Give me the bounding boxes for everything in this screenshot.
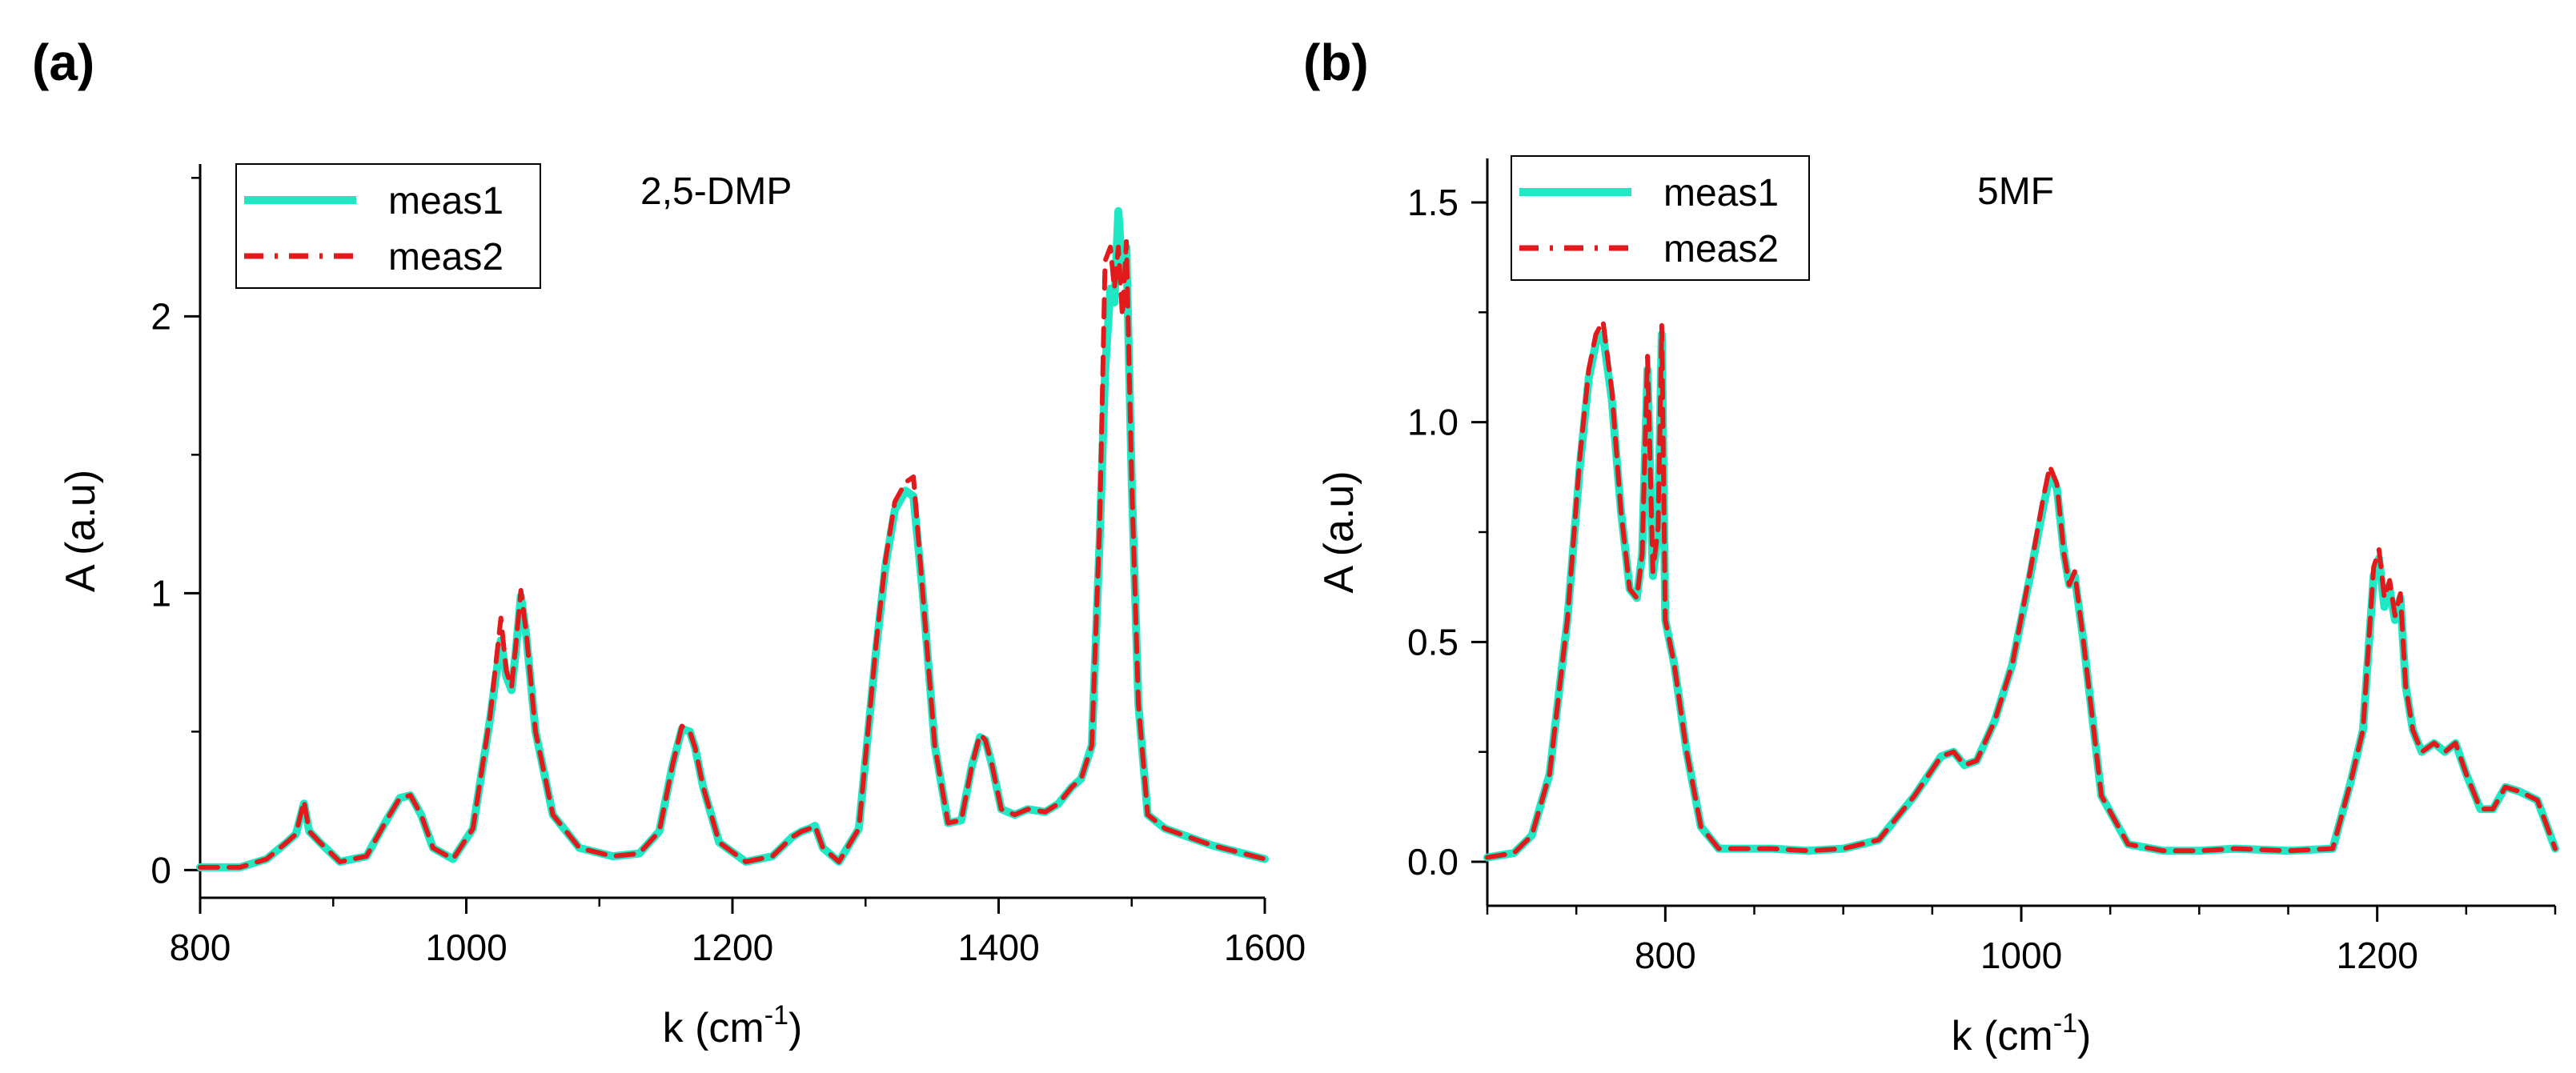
y-tick-label: 1.5: [1407, 182, 1459, 223]
panel-label: (b): [1303, 34, 1369, 91]
x-tick-label: 1000: [1980, 935, 2062, 976]
y-axis-label: A (a.u): [58, 470, 104, 592]
y-tick-label: 0.0: [1407, 841, 1459, 883]
y-tick-label: 1: [150, 572, 171, 614]
y-tick-label: 0: [150, 849, 171, 891]
legend-label-meas2: meas2: [1663, 228, 1779, 270]
x-tick-label: 800: [1635, 935, 1696, 976]
legend-label-meas1: meas1: [388, 180, 504, 222]
y-axis-label: A (a.u): [1316, 470, 1362, 593]
x-tick-label: 1600: [1224, 927, 1306, 968]
y-tick-label: 0.5: [1407, 621, 1459, 663]
x-axis-label: k (cm-1): [1952, 1008, 2092, 1059]
chart-title: 2,5-DMP: [640, 170, 792, 213]
x-tick-label: 1200: [2336, 935, 2418, 976]
y-tick-label: 1.0: [1407, 402, 1459, 443]
legend-box: [235, 163, 541, 289]
x-tick-label: 1200: [692, 927, 773, 968]
chart-panel-b: (b) 800 1000 1200 0.0 0.5 1.0 1.5 k (cm-1) A (a.u…: [1303, 34, 2559, 1059]
legend-label-meas2: meas2: [388, 236, 504, 278]
legend-box: [1511, 155, 1810, 281]
x-tick-label: 1000: [425, 927, 507, 968]
x-tick-label: 1400: [957, 927, 1039, 968]
series-line-meas2: [1485, 318, 2558, 860]
chart-panel-a: (a) 800 1000 1200 1400 1600 0 1 2 k (cm-1) A (a.u)…: [32, 34, 1306, 1051]
series-line-meas2: [198, 238, 1267, 870]
legend: meas1 meas2: [235, 163, 541, 289]
x-tick-label: 800: [170, 927, 231, 968]
panel-label: (a): [32, 34, 94, 91]
legend-label-meas1: meas1: [1663, 172, 1779, 214]
legend: meas1 meas2: [1511, 155, 1810, 281]
chart-title: 5MF: [1977, 170, 2054, 213]
y-tick-label: 2: [150, 295, 171, 337]
x-axis-label: k (cm-1): [663, 1000, 803, 1051]
